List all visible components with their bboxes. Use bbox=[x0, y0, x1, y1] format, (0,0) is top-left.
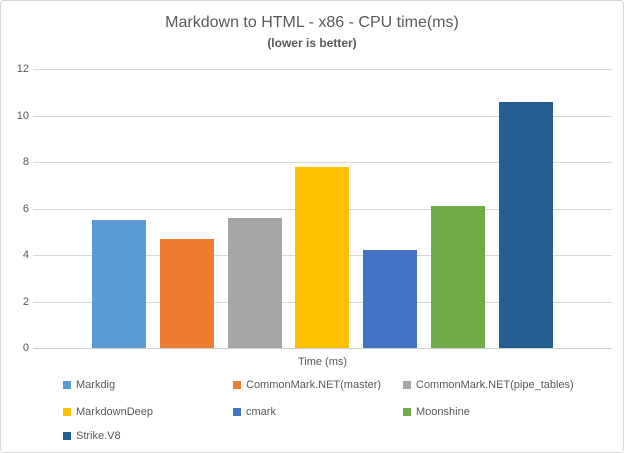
chart-title: Markdown to HTML - x86 - CPU time(ms) bbox=[165, 14, 459, 31]
legend-item: CommonMark.NET(master) bbox=[233, 378, 381, 392]
legend-label: cmark bbox=[246, 406, 276, 418]
legend-label: Markdig bbox=[76, 379, 116, 391]
legend-label: CommonMark.NET(master) bbox=[246, 379, 382, 391]
y-tick-label: 12 bbox=[16, 63, 29, 75]
bar bbox=[160, 239, 214, 348]
legend-item: Markdig bbox=[63, 378, 115, 392]
y-tick-label: 8 bbox=[22, 156, 29, 168]
legend-swatch bbox=[403, 408, 411, 416]
legend-item: CommonMark.NET(pipe_tables) bbox=[403, 378, 574, 392]
gridline bbox=[33, 69, 612, 70]
y-tick-label: 6 bbox=[22, 203, 29, 215]
gridline bbox=[33, 162, 612, 163]
gridline bbox=[33, 116, 612, 117]
chart-subtitle: (lower is better) bbox=[267, 36, 357, 50]
legend-swatch bbox=[63, 408, 71, 416]
y-tick-label: 10 bbox=[16, 110, 29, 122]
legend-label: MarkdownDeep bbox=[76, 406, 154, 418]
bar bbox=[92, 220, 146, 348]
legend-item: Moonshine bbox=[403, 405, 470, 419]
bar bbox=[228, 218, 282, 348]
legend-label: Strike.V8 bbox=[76, 430, 121, 442]
bar bbox=[363, 250, 417, 348]
bar bbox=[295, 167, 349, 348]
x-axis-label: Time (ms) bbox=[297, 356, 348, 368]
legend-item: MarkdownDeep bbox=[63, 405, 153, 419]
x-axis-line bbox=[33, 348, 612, 349]
legend-swatch bbox=[63, 381, 71, 389]
bar bbox=[431, 206, 485, 348]
y-tick-label: 4 bbox=[22, 249, 29, 261]
y-tick-label: 2 bbox=[22, 296, 29, 308]
legend-label: Moonshine bbox=[416, 406, 470, 418]
legend-item: Strike.V8 bbox=[63, 429, 121, 443]
legend-item: cmark bbox=[233, 405, 276, 419]
legend-swatch bbox=[403, 381, 411, 389]
bar bbox=[499, 102, 553, 348]
legend-swatch bbox=[63, 432, 71, 440]
y-tick-label: 0 bbox=[22, 342, 29, 354]
legend-swatch bbox=[233, 408, 241, 416]
legend-label: CommonMark.NET(pipe_tables) bbox=[416, 379, 574, 391]
legend-swatch bbox=[233, 381, 241, 389]
